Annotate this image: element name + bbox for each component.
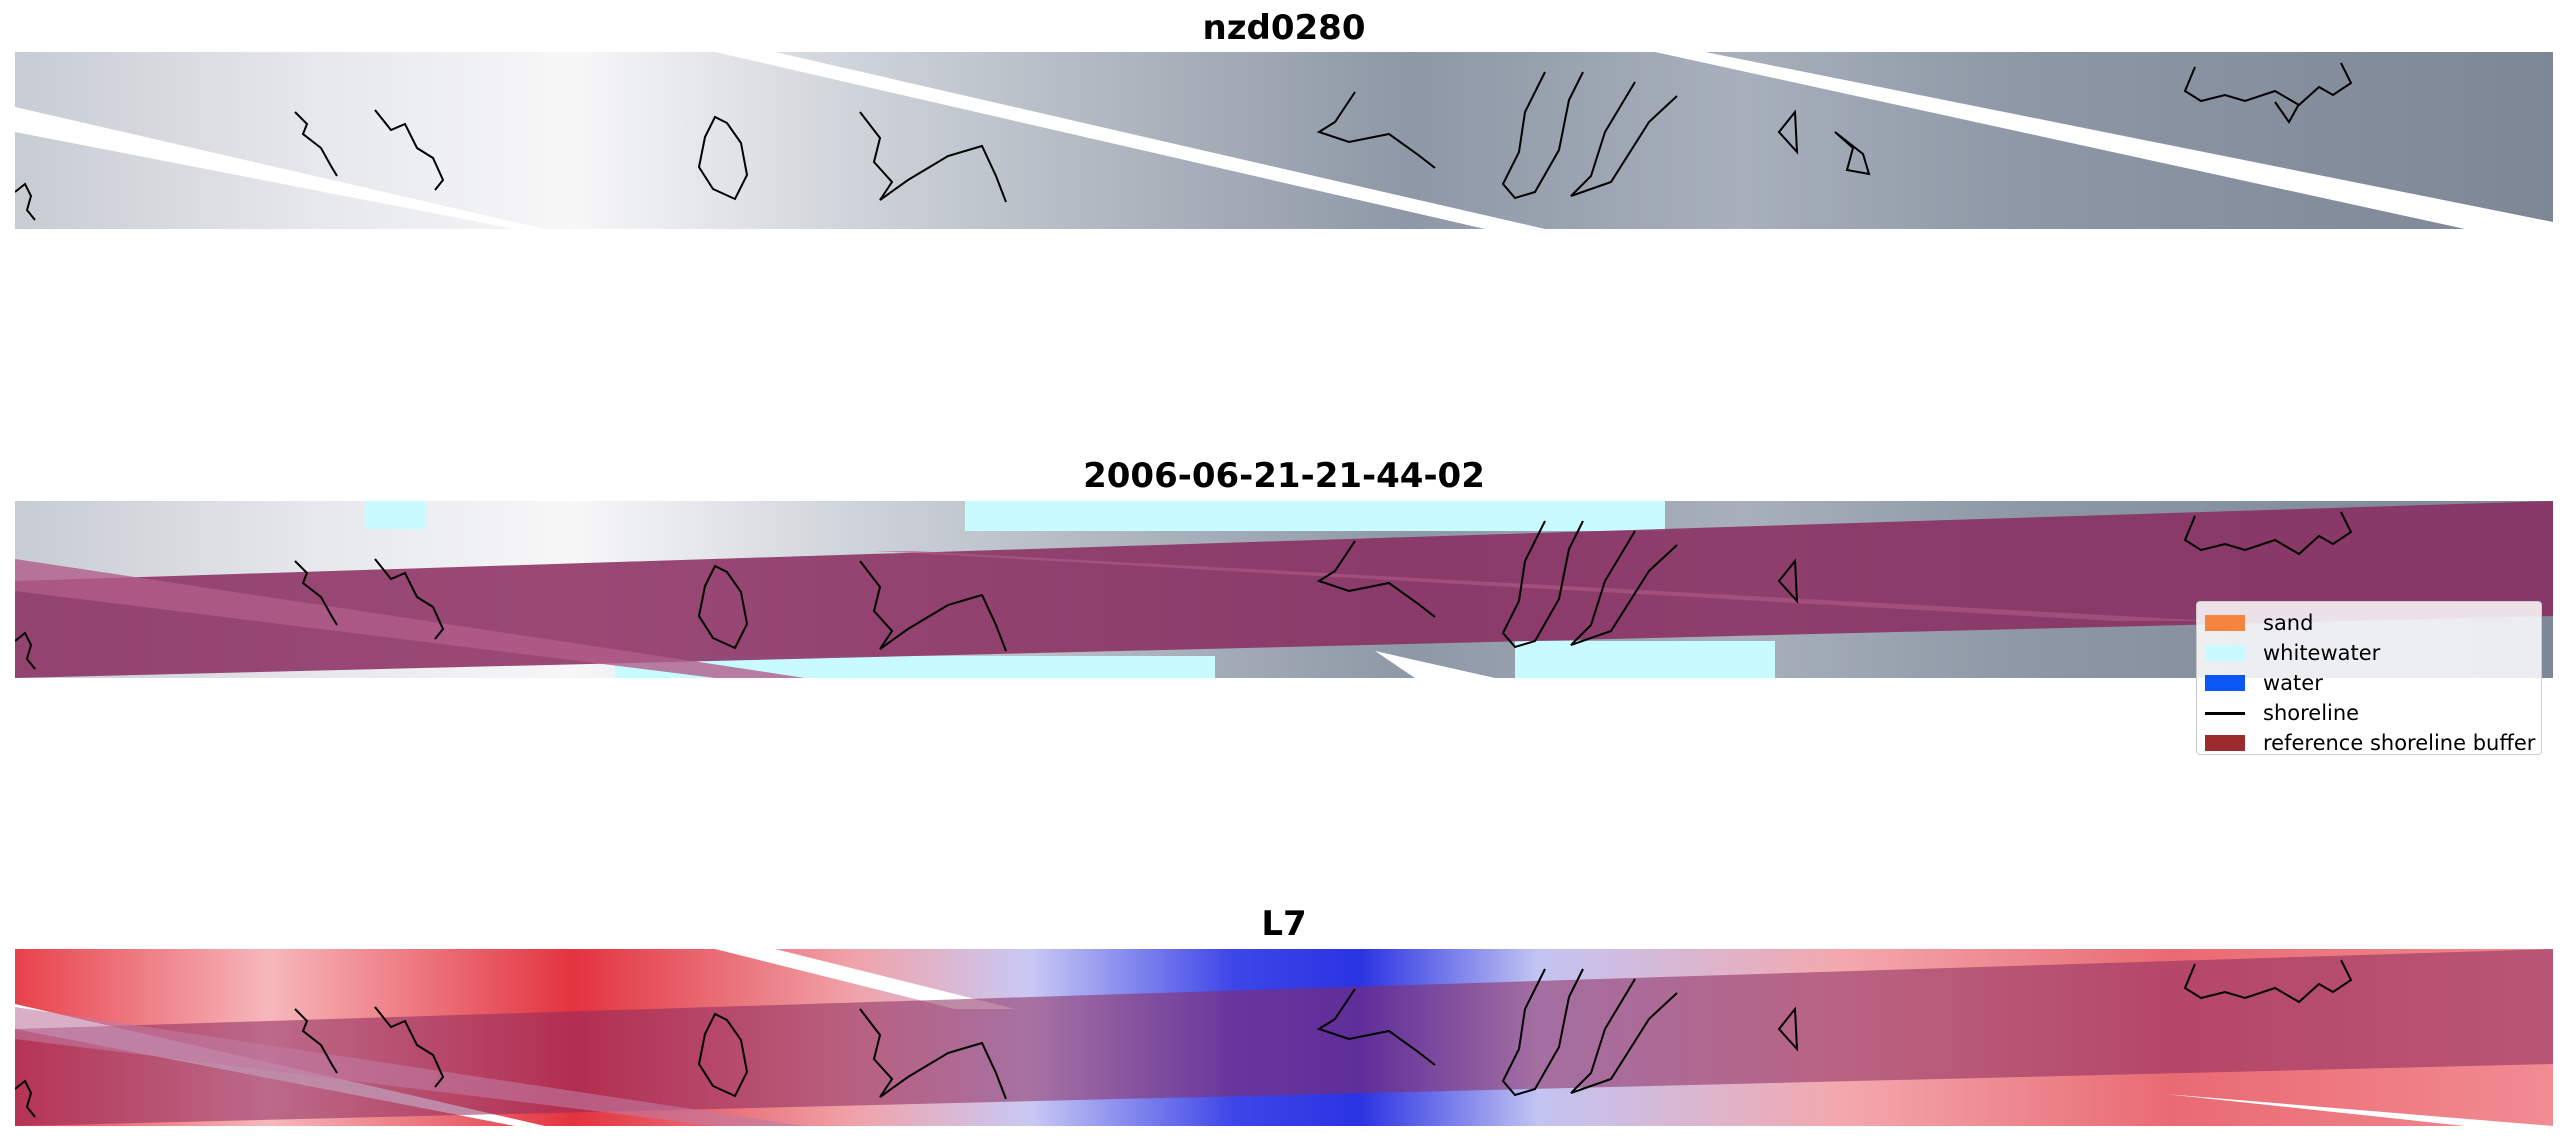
image-panel-index: [15, 949, 2553, 1126]
legend-item-whitewater: whitewater: [2197, 638, 2541, 668]
legend-item-sand: sand: [2197, 608, 2541, 638]
nodata-stripe-middle: [715, 52, 1545, 229]
nodata-stripe-mid-3: [715, 949, 1015, 1009]
legend-label-shoreline: shoreline: [2263, 701, 2360, 725]
panel-title-3: L7: [1261, 904, 1307, 944]
image-panel-classified: [15, 501, 2553, 678]
legend-swatch-water: [2205, 675, 2245, 691]
image-panel-rgb: [15, 52, 2553, 229]
legend-label-buffer: reference shoreline buffer: [2263, 731, 2536, 755]
panel-title-1: nzd0280: [1202, 8, 1366, 48]
shoreline-contours-2: [15, 511, 2353, 670]
legend-swatch-sand: [2205, 615, 2245, 631]
reference-buffer-overlay: [15, 501, 2553, 678]
nodata-stripe: [1375, 651, 1495, 678]
shoreline-contours-3: [15, 959, 2353, 1118]
legend-label-water: water: [2263, 671, 2323, 695]
legend-label-whitewater: whitewater: [2263, 641, 2381, 665]
shoreline-contours: [15, 62, 2353, 221]
legend-label-sand: sand: [2263, 611, 2314, 635]
legend-line-shoreline: [2205, 712, 2245, 715]
panel-title-2: 2006-06-21-21-44-02: [1083, 456, 1485, 496]
legend-item-shoreline: shoreline: [2197, 698, 2541, 728]
nodata-stripe-left: [15, 107, 545, 229]
legend-swatch-buffer: [2205, 735, 2245, 751]
legend-swatch-whitewater: [2205, 645, 2245, 661]
buffer-stripe-lighter: [15, 559, 805, 678]
legend-item-water: water: [2197, 668, 2541, 698]
nodata-stripe-right-3: [2165, 1094, 2553, 1126]
buffer-stripe-lighter-3: [15, 1007, 805, 1126]
whitewater-patches: [365, 501, 1775, 678]
reference-buffer-overlay-3: [15, 949, 2553, 1126]
nodata-stripe-right: [1655, 52, 2553, 229]
buffer-stripe-lighter-2: [875, 551, 2215, 621]
legend-item-buffer: reference shoreline buffer: [2197, 728, 2541, 758]
legend: sand whitewater water shoreline referenc…: [2196, 601, 2542, 755]
